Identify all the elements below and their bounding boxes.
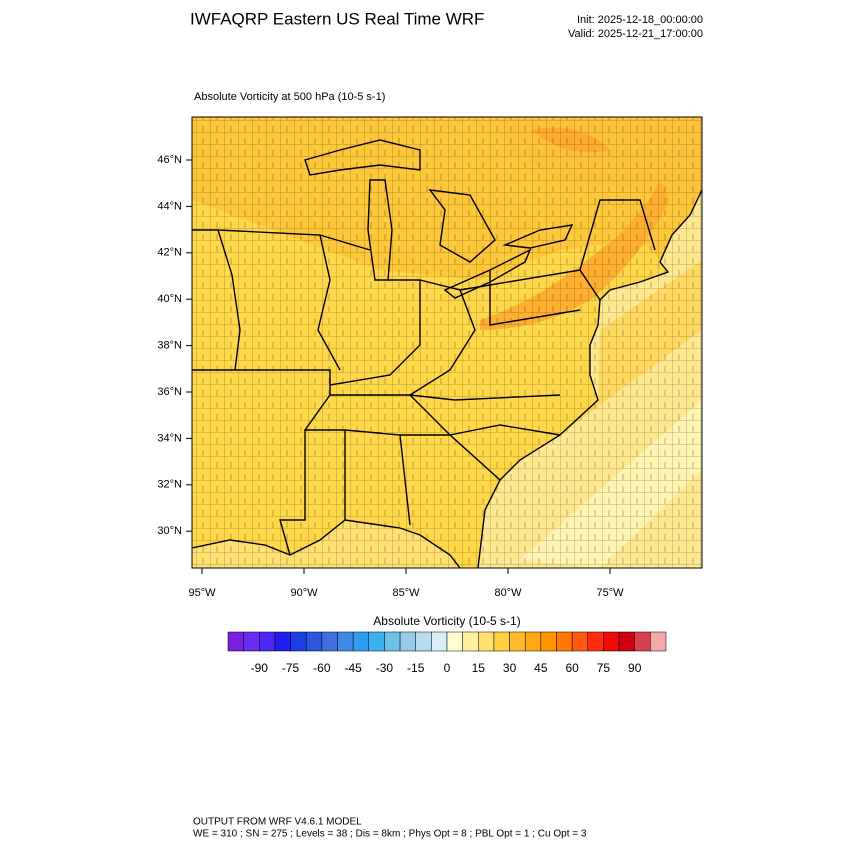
colorbar-box: [478, 631, 495, 652]
footer-line: WE = 310 ; SN = 275 ; Levels = 38 ; Dis …: [193, 829, 587, 840]
colorbar-box: [415, 631, 432, 652]
colorbar-box: [305, 631, 323, 652]
colorbar-box: [337, 631, 354, 652]
colorbar-label: 45: [534, 661, 548, 675]
colorbar-box: [368, 631, 385, 652]
colorbar-box: [227, 631, 244, 652]
colorbar-label: 30: [503, 661, 517, 675]
colorbar-box: [446, 631, 463, 652]
colorbar-label: 15: [472, 661, 486, 675]
lat-label: 34°N: [157, 432, 182, 444]
colorbar-label: 60: [565, 661, 579, 675]
colorbar-label: 0: [444, 661, 451, 675]
lat-label: 40°N: [157, 293, 182, 305]
colorbar-box: [540, 631, 557, 652]
colorbar-label: 90: [628, 661, 642, 675]
map-field: [192, 117, 702, 568]
colorbar-box: [650, 631, 667, 652]
colorbar-box: [259, 631, 276, 652]
colorbar-box: [634, 631, 651, 652]
colorbar-box: [556, 631, 573, 652]
lat-label: 32°N: [157, 479, 182, 491]
colorbar-label: -45: [344, 661, 362, 675]
lat-label: 42°N: [157, 247, 182, 259]
valid-time: Valid: 2025-12-21_17:00:00: [568, 28, 703, 40]
colorbar-box: [384, 631, 401, 652]
lat-label: 46°N: [157, 154, 182, 166]
colorbar-box: [321, 631, 338, 652]
colorbar-box: [493, 631, 510, 652]
colorbar-label: -60: [313, 661, 331, 675]
colorbar-box: [399, 631, 416, 652]
colorbar-box: [352, 631, 370, 652]
colorbar-label: -15: [407, 661, 425, 675]
colorbar-label: -90: [251, 661, 269, 675]
lat-label: 36°N: [157, 386, 182, 398]
subtitle: Absolute Vorticity at 500 hPa (10-5 s-1): [194, 91, 385, 103]
colorbar-box: [524, 631, 542, 652]
colorbar-box: [618, 631, 635, 652]
lat-label: 38°N: [157, 340, 182, 352]
colorbar-box: [509, 631, 526, 652]
colorbar-label: 75: [597, 661, 611, 675]
lon-label: 85°W: [392, 587, 420, 599]
colorbar-box: [243, 631, 260, 652]
lon-label: 95°W: [188, 587, 216, 599]
lon-label: 90°W: [290, 587, 318, 599]
colorbar-label: -30: [376, 661, 394, 675]
lon-label: 75°W: [596, 587, 624, 599]
colorbar-box: [431, 631, 448, 652]
colorbar-title: Absolute Vorticity (10-5 s-1): [373, 614, 520, 628]
lat-label: 44°N: [157, 200, 182, 212]
map-frame: [191, 116, 703, 569]
lon-label: 80°W: [494, 587, 522, 599]
colorbar-box: [587, 631, 604, 652]
colorbar-box: [603, 631, 620, 652]
colorbar-label: -75: [282, 661, 300, 675]
footer-line: OUTPUT FROM WRF V4.6.1 MODEL: [193, 817, 362, 828]
lat-label: 30°N: [157, 525, 182, 537]
colorbar-box: [571, 631, 589, 652]
colorbar-box: [290, 631, 307, 652]
colorbar-box: [274, 631, 291, 652]
init-time: Init: 2025-12-18_00:00:00: [577, 14, 703, 26]
title: IWFAQRP Eastern US Real Time WRF: [190, 9, 484, 28]
colorbar-box: [462, 631, 479, 652]
